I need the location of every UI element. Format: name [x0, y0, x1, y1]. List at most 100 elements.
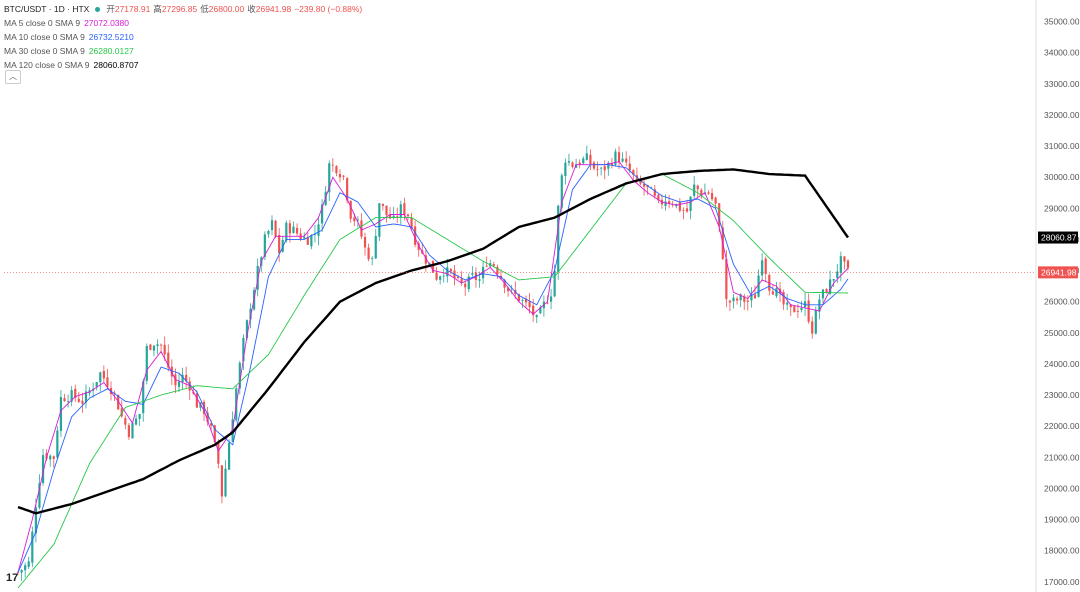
legend-ma120-value: 28060.8707: [93, 60, 139, 70]
candle-body: [20, 569, 23, 573]
candle-body: [353, 217, 356, 222]
candle-body: [689, 196, 692, 212]
ma120-line: [17, 168, 849, 515]
symbol-title[interactable]: BTC/USDT · 1D · HTX: [4, 4, 90, 14]
candle-body: [27, 561, 30, 567]
candle-body: [532, 305, 535, 316]
candle-body: [642, 183, 646, 187]
candle-body: [678, 202, 681, 211]
candle-body: [564, 162, 567, 177]
candle-body: [414, 226, 417, 245]
candle-body: [81, 400, 84, 404]
candle-body: [539, 307, 542, 314]
candle-body: [74, 388, 77, 398]
candle-body: [843, 256, 846, 262]
candle-body: [392, 215, 395, 218]
candle-body: [575, 164, 578, 168]
price-axis[interactable]: 17000.00 18000.00 19000.00 20000.00 21000.00…: [1035, 0, 1080, 592]
candle-body: [84, 391, 88, 403]
candle-body: [743, 296, 746, 302]
candle-body: [753, 294, 757, 299]
legend-ma10[interactable]: MA 10 close 0 SMA 9 26732.5210: [4, 30, 365, 44]
candle-body: [342, 175, 345, 177]
candle-body: [546, 302, 549, 304]
candle-body: [403, 203, 406, 216]
y-tick-label: 35000.00: [1044, 17, 1080, 27]
chevron-up-icon[interactable]: ︿: [5, 70, 21, 84]
candle-body: [617, 152, 621, 163]
y-tick-label: 20000.00: [1044, 483, 1080, 493]
candle-body: [725, 258, 728, 300]
candle-body: [786, 302, 789, 305]
candle-body: [814, 309, 817, 334]
ma10-line: [17, 164, 849, 573]
candle-body: [782, 292, 785, 305]
candle-body: [431, 260, 435, 273]
candle-body: [238, 362, 241, 389]
candle-body: [714, 197, 717, 204]
candle-body: [346, 178, 349, 201]
high-value: 27296.85: [161, 4, 198, 14]
price-label-bg: [1038, 231, 1078, 244]
candle-body: [310, 235, 313, 247]
market-status-icon: [95, 7, 101, 13]
y-tick-label: 19000.00: [1044, 515, 1080, 525]
legend-ma10-label: MA 10 close 0 SMA 9: [4, 32, 85, 42]
candle-body: [396, 216, 399, 217]
candle-body: [746, 300, 749, 302]
candle-body: [338, 174, 342, 178]
candle-body: [582, 158, 585, 164]
y-tick-label: 24000.00: [1044, 359, 1080, 369]
legend-ma5[interactable]: MA 5 close 0 SMA 9 27072.0380: [4, 16, 365, 30]
candle-body: [163, 344, 166, 355]
candle-body: [217, 443, 220, 464]
legend-ma120[interactable]: MA 120 close 0 SMA 9 28060.8707: [4, 58, 365, 72]
candle-body: [639, 179, 642, 184]
legend-ma30[interactable]: MA 30 close 0 SMA 9 26280.0127: [4, 44, 365, 58]
close-value: 26941.98: [255, 4, 292, 14]
candle-body: [149, 344, 152, 350]
candle-body: [367, 247, 370, 260]
candle-body: [560, 175, 563, 208]
candle-body: [134, 418, 138, 425]
candle-body: [41, 455, 45, 484]
candle-body: [295, 227, 299, 234]
candle-body: [306, 236, 309, 245]
candle-body: [331, 164, 334, 166]
candle-body: [170, 366, 173, 377]
candle-body: [181, 374, 184, 383]
legend-ma5-label: MA 5 close 0 SMA 9: [4, 18, 81, 28]
candle-body: [313, 233, 317, 235]
candle-body: [145, 345, 148, 382]
candle-body: [52, 456, 55, 459]
candle-body: [288, 223, 291, 234]
candle-body: [811, 321, 814, 334]
high-label: 高: [153, 4, 162, 14]
moving-average-lines: [17, 161, 849, 589]
y-tick-label: 32000.00: [1044, 110, 1080, 120]
candle-body: [16, 572, 20, 574]
candle-body: [285, 222, 288, 241]
candle-body: [553, 270, 556, 297]
candle-body: [435, 272, 438, 280]
candle-body: [757, 275, 760, 297]
candle-body: [832, 278, 835, 281]
chart-legend: BTC/USDT · 1D · HTX 开27178.91 高27296.85 低26…: [4, 2, 365, 72]
candle-body: [700, 189, 703, 196]
candle-body: [818, 299, 821, 312]
candle-body: [603, 166, 606, 171]
candle-body: [210, 423, 213, 426]
candle-body: [363, 236, 367, 248]
candle-body: [578, 162, 581, 165]
low-label: 低: [200, 4, 209, 14]
candle-body: [59, 397, 63, 431]
candle-body: [317, 224, 320, 236]
y-tick-label: 21000.00: [1044, 452, 1080, 462]
candle-body: [374, 235, 377, 259]
candle-body: [467, 276, 470, 290]
legend-ma5-value: 27072.0380: [84, 18, 129, 28]
candle-body: [303, 236, 306, 239]
candle-body: [460, 278, 463, 283]
legend-ma120-label: MA 120 close 0 SMA 9: [4, 60, 90, 70]
